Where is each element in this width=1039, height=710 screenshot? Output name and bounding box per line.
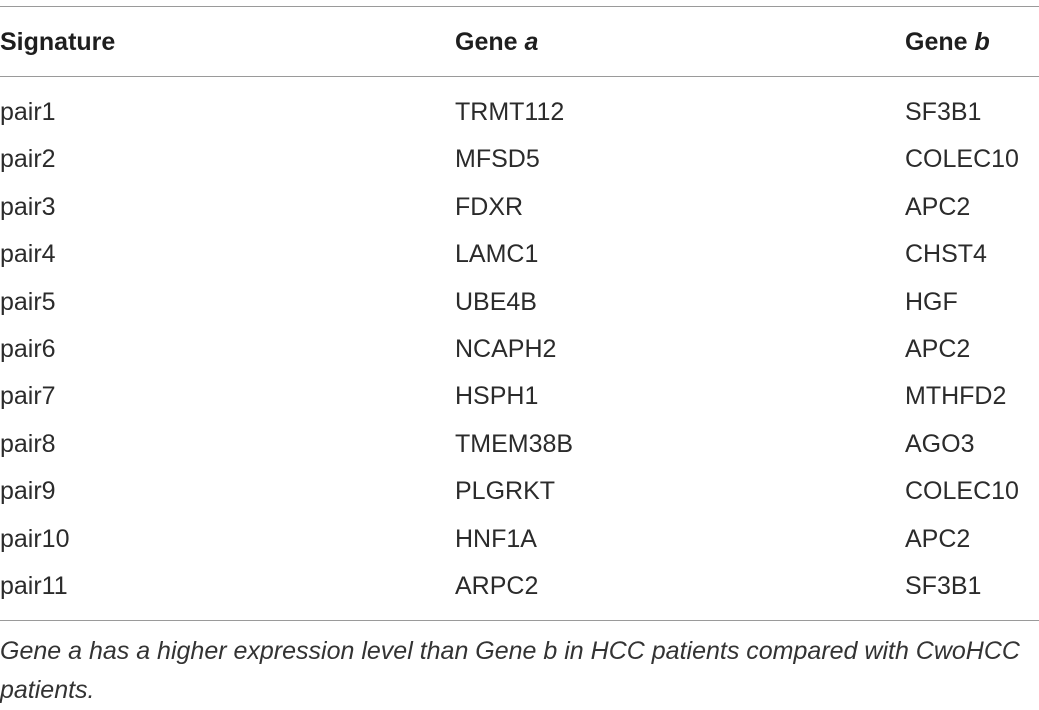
table-cell: AGO3 bbox=[905, 429, 975, 458]
table-cell: FDXR bbox=[455, 192, 524, 221]
bottom-rule bbox=[0, 620, 1039, 621]
table-cell: CHST4 bbox=[905, 240, 987, 269]
table-cell: pair11 bbox=[0, 572, 68, 600]
table-cell: pair8 bbox=[0, 429, 56, 458]
table-cell: pair1 bbox=[0, 98, 56, 126]
header-rule bbox=[0, 76, 1039, 77]
header-text: a bbox=[524, 28, 539, 56]
header-text: b bbox=[974, 28, 990, 56]
table-cell: pair6 bbox=[0, 335, 56, 363]
table-cell: HNF1A bbox=[455, 524, 537, 553]
table-cell: ARPC2 bbox=[455, 572, 539, 600]
footnote: Gene a has a higher expression level tha… bbox=[0, 637, 1020, 704]
table-cell: COLEC10 bbox=[905, 477, 1019, 506]
table-cell: TMEM38B bbox=[455, 429, 574, 458]
table-cell: pair7 bbox=[0, 382, 56, 411]
table-cell: LAMC1 bbox=[455, 240, 539, 269]
table-cell: COLEC10 bbox=[905, 145, 1019, 174]
table-cell: NCAPH2 bbox=[455, 335, 557, 363]
table-cell: APC2 bbox=[905, 192, 971, 221]
table-cell: UBE4B bbox=[455, 287, 537, 316]
table-cell: SF3B1 bbox=[905, 98, 982, 126]
table-cell: APC2 bbox=[905, 524, 971, 553]
table-cell: pair3 bbox=[0, 192, 56, 221]
table-cell: PLGRKT bbox=[455, 477, 556, 506]
table-cell: pair9 bbox=[0, 477, 56, 506]
top-rule bbox=[0, 6, 1039, 7]
table-cell: SF3B1 bbox=[905, 572, 982, 600]
table-cell: pair5 bbox=[0, 287, 56, 316]
table-cell: APC2 bbox=[905, 335, 971, 363]
table-cell: HSPH1 bbox=[455, 382, 539, 411]
header-text: Signature bbox=[0, 28, 116, 56]
table-cell: MFSD5 bbox=[455, 145, 540, 174]
table-cell: pair4 bbox=[0, 240, 56, 269]
header-text: Gene bbox=[905, 28, 968, 56]
table-cell: pair2 bbox=[0, 145, 56, 174]
table-cell: TRMT112 bbox=[455, 98, 565, 126]
header-text: Gene bbox=[455, 28, 518, 56]
header-cell: Signature bbox=[0, 27, 115, 57]
header-cell: Gene b bbox=[905, 27, 990, 57]
table-cell: HGF bbox=[905, 287, 958, 316]
table-cell: pair10 bbox=[0, 524, 70, 553]
header-cell: Gene a bbox=[455, 27, 538, 57]
table-cell: MTHFD2 bbox=[905, 382, 1007, 411]
